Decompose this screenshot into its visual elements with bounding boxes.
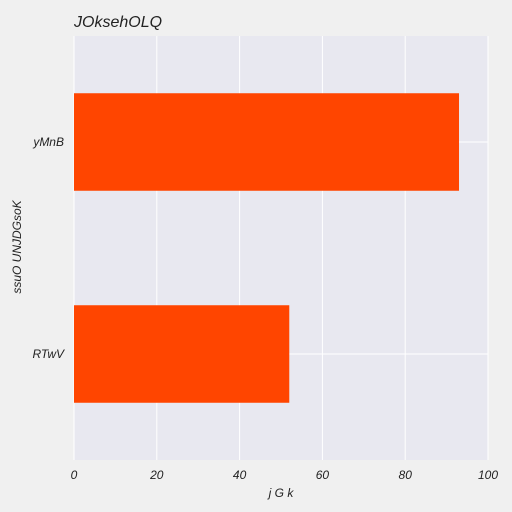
x-tick-label-5: 100 <box>478 468 498 482</box>
x-tick-label-1: 20 <box>149 468 164 482</box>
y-tick-label-RTwV: RTwV <box>32 347 65 361</box>
chart-title: JOksehOLQ <box>73 14 162 31</box>
x-tick-label-3: 60 <box>316 468 330 482</box>
x-axis-ticks: 0 20 40 60 80 100 <box>71 468 499 482</box>
bar-yMnB <box>74 93 460 191</box>
x-tick-label-0: 0 <box>71 468 78 482</box>
x-tick-label-2: 40 <box>233 468 247 482</box>
bar-RTwV <box>74 305 290 403</box>
x-tick-label-4: 80 <box>399 468 413 482</box>
bars <box>74 93 460 403</box>
y-axis-label: ssuO UNJDGsoK <box>10 199 24 293</box>
y-axis-ticks: yMnB RTwV <box>32 135 65 361</box>
y-tick-label-yMnB: yMnB <box>32 135 64 149</box>
x-axis-label: j G k <box>267 486 295 500</box>
